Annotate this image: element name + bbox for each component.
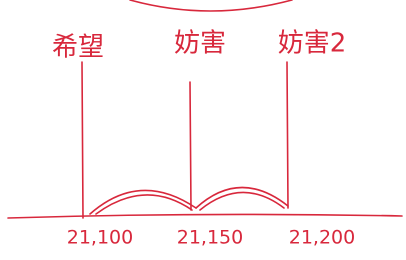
mark-value: 21,150 (177, 227, 243, 249)
number-line-diagram: 希望 21,100 妨害 21,150 妨害2 21,200 (0, 0, 406, 260)
mark-label: 希望 (52, 33, 104, 63)
interval-arc (196, 187, 288, 208)
mark-label: 妨害 (174, 29, 226, 59)
tick-line (287, 62, 288, 208)
tick-line (82, 62, 83, 218)
tick-line (190, 82, 191, 210)
mark-value: 21,200 (289, 227, 355, 249)
mark-value: 21,100 (67, 227, 133, 249)
number-line (8, 214, 402, 218)
mark-label: 妨害2 (278, 29, 347, 59)
top-arc (130, 0, 292, 11)
